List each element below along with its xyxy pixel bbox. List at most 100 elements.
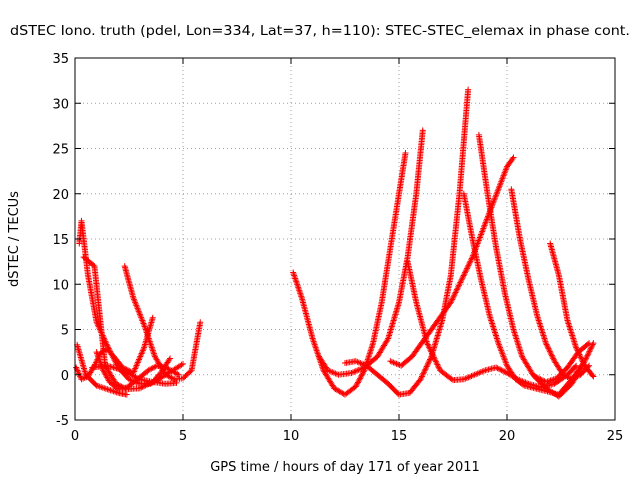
data-point [131, 366, 138, 373]
data-point [572, 363, 579, 370]
data-point [447, 299, 454, 306]
data-point [297, 290, 304, 297]
data-point [312, 344, 319, 351]
data-point [435, 364, 442, 371]
data-point [136, 356, 143, 363]
data-point [290, 269, 297, 276]
data-point [453, 286, 460, 293]
data-point [123, 391, 130, 398]
data-point [136, 385, 143, 392]
series-14 [508, 186, 593, 383]
data-point [546, 348, 553, 355]
data-point [461, 271, 468, 278]
data-point [464, 263, 471, 270]
data-point [75, 370, 82, 377]
data-point [93, 319, 100, 326]
data-point [354, 379, 361, 386]
data-point [509, 155, 516, 162]
data-point [495, 365, 502, 372]
data-point [359, 371, 366, 378]
data-point [426, 344, 433, 351]
data-point [448, 297, 455, 304]
data-point [148, 343, 155, 350]
data-point [134, 360, 141, 367]
data-point [455, 283, 462, 290]
data-point [138, 384, 145, 391]
data-point [354, 380, 361, 387]
data-point [296, 288, 303, 295]
data-point [544, 342, 551, 349]
x-axis-label: GPS time / hours of day 171 of year 2011 [210, 460, 480, 475]
data-point [585, 351, 592, 358]
data-point [292, 275, 299, 282]
y-axis-label: dSTEC / TECUs [7, 191, 22, 287]
data-point [148, 344, 155, 351]
data-point [134, 359, 141, 366]
data-point [585, 349, 592, 356]
data-point [149, 346, 156, 353]
data-point [352, 368, 359, 375]
data-point [293, 279, 300, 286]
data-point [354, 367, 361, 374]
data-point [453, 288, 460, 295]
data-point [425, 359, 432, 366]
data-point [451, 290, 458, 297]
data-point [502, 369, 509, 376]
data-point [99, 384, 106, 391]
data-point [424, 341, 431, 348]
data-point [426, 345, 433, 352]
data-point [423, 363, 430, 370]
data-point [460, 272, 467, 279]
data-point [428, 348, 435, 355]
data-point [573, 362, 580, 369]
data-point [533, 374, 540, 381]
data-point [465, 262, 472, 269]
data-point [450, 293, 457, 300]
data-point [73, 364, 80, 371]
data-point [175, 371, 182, 378]
data-point [466, 261, 473, 268]
data-point [589, 372, 596, 379]
data-point [294, 281, 301, 288]
data-point [434, 362, 441, 369]
series-6 [89, 362, 180, 387]
data-point [433, 360, 440, 367]
data-point [419, 127, 426, 134]
data-point [105, 386, 112, 393]
data-point [532, 373, 539, 380]
data-point [356, 376, 363, 383]
y-tick-label: 20 [52, 188, 69, 203]
data-point [418, 373, 425, 380]
data-point [579, 358, 586, 365]
data-point [149, 347, 156, 354]
data-point [463, 266, 470, 273]
y-tick-label: 35 [52, 52, 69, 67]
data-point [497, 366, 504, 373]
data-point [173, 379, 180, 386]
data-point [549, 353, 556, 360]
data-point [310, 338, 317, 345]
data-point [310, 337, 317, 344]
data-point [313, 346, 320, 353]
data-point [584, 341, 591, 348]
series-9 [342, 86, 472, 398]
series-1 [76, 217, 186, 387]
series-3 [80, 254, 174, 393]
data-point [423, 364, 429, 371]
data-point [291, 272, 298, 279]
data-point [94, 320, 101, 327]
data-point [139, 347, 146, 354]
data-point [544, 344, 551, 351]
data-point [101, 385, 108, 392]
data-point [174, 370, 181, 377]
data-point [583, 353, 590, 360]
data-point [103, 339, 110, 346]
data-point [309, 335, 316, 342]
data-point [494, 365, 501, 372]
data-point [588, 344, 595, 351]
y-tick-label: 0 [61, 369, 69, 384]
data-point [455, 282, 462, 289]
data-point [501, 368, 508, 375]
data-point [138, 350, 145, 357]
